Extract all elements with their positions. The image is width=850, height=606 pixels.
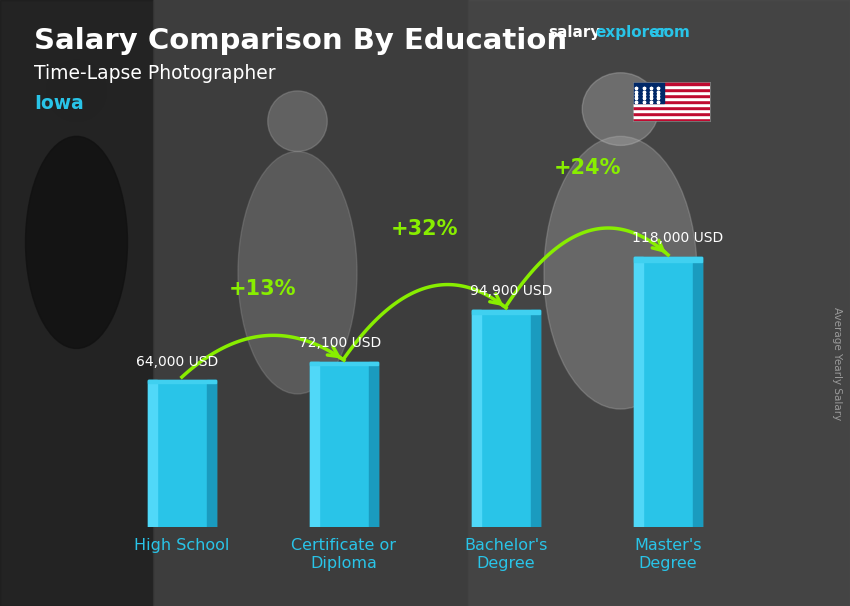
- Bar: [531, 310, 540, 527]
- Ellipse shape: [544, 136, 697, 409]
- Ellipse shape: [26, 136, 128, 348]
- Text: +13%: +13%: [230, 279, 297, 299]
- Ellipse shape: [268, 91, 327, 152]
- Bar: [633, 85, 710, 88]
- Bar: [0, 0, 153, 606]
- Bar: [633, 103, 710, 106]
- Bar: [694, 257, 702, 527]
- Bar: [633, 88, 710, 91]
- Text: 94,900 USD: 94,900 USD: [470, 284, 552, 298]
- Bar: [148, 381, 156, 527]
- Bar: [633, 109, 710, 112]
- Text: Time-Lapse Photographer: Time-Lapse Photographer: [34, 64, 275, 82]
- Bar: [148, 381, 216, 383]
- Bar: [472, 310, 540, 313]
- Bar: [633, 106, 710, 109]
- Bar: [310, 362, 319, 527]
- Bar: [472, 310, 540, 527]
- Text: explorer: explorer: [595, 25, 667, 41]
- Bar: [369, 362, 378, 527]
- Text: 118,000 USD: 118,000 USD: [632, 231, 723, 245]
- Text: salary: salary: [548, 25, 601, 41]
- Text: 64,000 USD: 64,000 USD: [137, 355, 218, 369]
- Bar: [633, 115, 710, 118]
- Bar: [634, 257, 702, 262]
- Ellipse shape: [47, 61, 106, 121]
- Ellipse shape: [238, 152, 357, 394]
- Bar: [633, 97, 710, 100]
- Text: Salary Comparison By Education: Salary Comparison By Education: [34, 27, 567, 55]
- Text: Average Yearly Salary: Average Yearly Salary: [832, 307, 842, 420]
- Text: +32%: +32%: [391, 219, 459, 239]
- Bar: [148, 381, 216, 527]
- Bar: [153, 0, 468, 606]
- Text: +24%: +24%: [553, 158, 620, 178]
- Bar: [633, 82, 710, 85]
- Bar: [472, 310, 481, 527]
- Bar: [633, 82, 664, 103]
- Bar: [207, 381, 216, 527]
- Bar: [633, 91, 710, 94]
- Bar: [310, 362, 378, 527]
- Bar: [310, 362, 378, 365]
- Bar: [633, 94, 710, 97]
- Bar: [633, 112, 710, 115]
- Text: Iowa: Iowa: [34, 94, 84, 113]
- Text: 72,100 USD: 72,100 USD: [298, 336, 381, 350]
- Text: .com: .com: [649, 25, 690, 41]
- Bar: [634, 257, 702, 527]
- Bar: [633, 100, 710, 103]
- Bar: [468, 0, 850, 606]
- Ellipse shape: [582, 73, 659, 145]
- Bar: [633, 118, 710, 121]
- Bar: [634, 257, 643, 527]
